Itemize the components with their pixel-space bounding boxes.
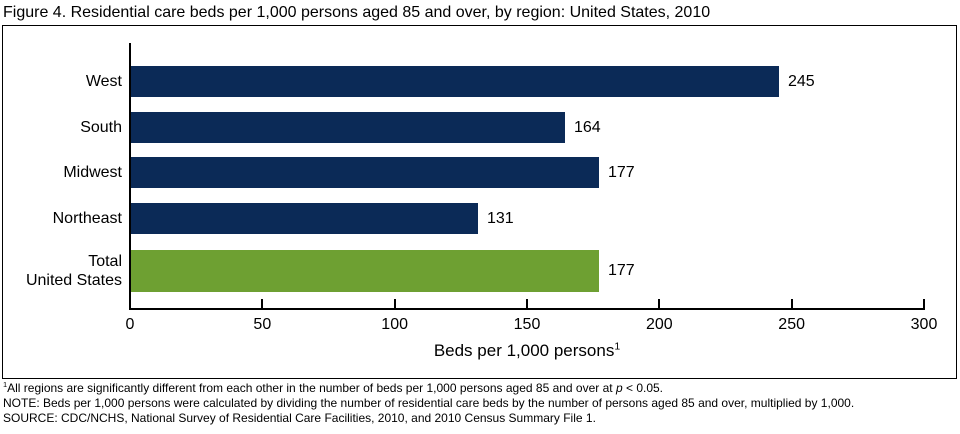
x-tick-100	[393, 299, 396, 308]
x-tick-label-100: 100	[381, 316, 408, 333]
bar-value-total-united-states: 177	[608, 262, 635, 279]
x-tick-50	[261, 299, 264, 308]
figure-title: Figure 4. Residential care beds per 1,00…	[3, 4, 711, 21]
bar-value-midwest: 177	[608, 163, 635, 181]
x-tick-label-250: 250	[778, 316, 805, 333]
x-tick-label-50: 50	[253, 316, 272, 333]
category-label-northeast: Northeast	[52, 210, 122, 227]
footnote-significance-tail: < 0.05.	[622, 381, 664, 395]
footnote-significance-text: All regions are significantly different …	[7, 381, 616, 395]
plot-area: West South Midwest Northeast Total United Sta…	[3, 26, 956, 378]
x-tick-label-300: 300	[910, 316, 938, 333]
bar-west	[131, 66, 779, 97]
bar-value-south: 164	[574, 118, 601, 136]
x-axis-title-text: Beds per 1,000 persons	[433, 341, 615, 360]
category-label-south: South	[80, 119, 122, 136]
footnote-source: SOURCE: CDC/NCHS, National Survey of Res…	[3, 411, 596, 425]
x-tick-250	[790, 299, 793, 308]
bar-total-united-states	[131, 250, 599, 292]
x-tick-label-200: 200	[645, 316, 673, 333]
bar-value-west: 245	[788, 72, 815, 90]
footnote-note: NOTE: Beds per 1,000 persons were calcul…	[3, 396, 855, 410]
bar-northeast	[131, 203, 478, 234]
x-axis	[129, 308, 925, 310]
p-value-symbol: p	[615, 381, 623, 395]
bar-value-northeast: 131	[487, 209, 514, 227]
category-label-west: West	[85, 73, 122, 90]
bar-midwest	[131, 157, 599, 188]
chart-area: West South Midwest Northeast Total United Sta…	[2, 25, 957, 379]
x-tick-label-0: 0	[125, 316, 135, 333]
footnotes: 1All regions are significantly different…	[3, 381, 957, 426]
x-tick-200	[658, 299, 661, 308]
category-label-total-united-states: Total United States	[25, 253, 122, 289]
y-axis	[129, 43, 131, 310]
footnote-marker: 1	[3, 380, 8, 389]
category-label-midwest: Midwest	[63, 164, 122, 181]
x-tick-150	[526, 299, 528, 308]
x-axis-title-footnote-marker: 1	[614, 340, 621, 353]
x-tick-label-150: 150	[513, 316, 541, 333]
x-tick-300	[923, 299, 925, 308]
bar-south	[131, 112, 565, 143]
footnote-significance: 1All regions are significantly different…	[3, 381, 957, 396]
x-axis-title: Beds per 1,000 persons1	[129, 341, 925, 361]
x-tick-0	[129, 299, 131, 308]
